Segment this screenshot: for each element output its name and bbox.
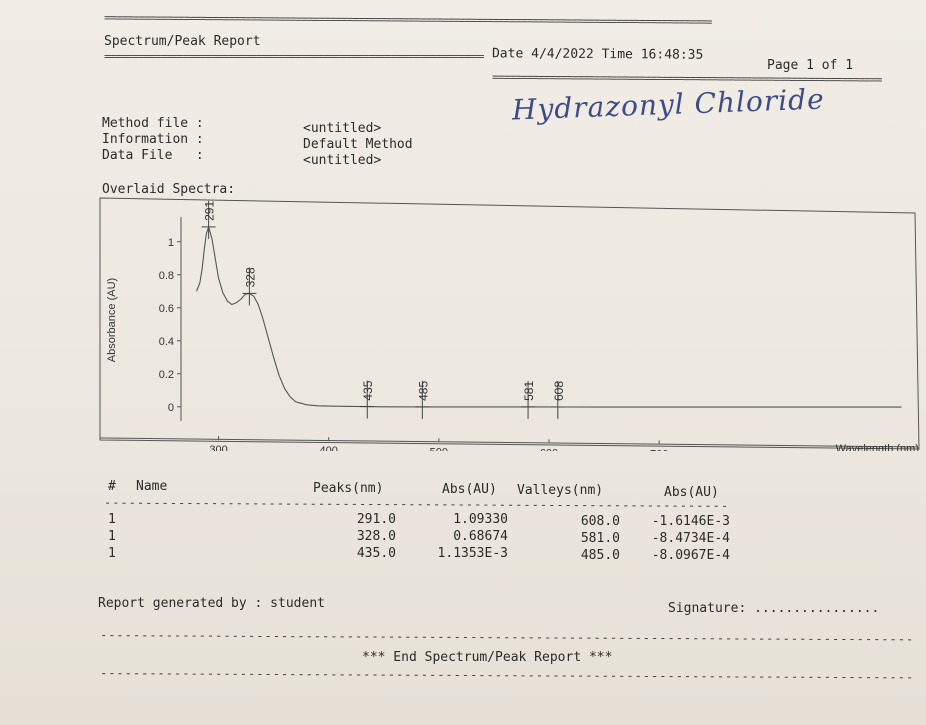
table-header-valleys: Valleys(nm) <box>517 483 604 498</box>
x-tick-label: 600 <box>540 447 558 451</box>
page-indicator: Page 1 of 1 <box>767 58 854 73</box>
row-peak: 291.0 <box>356 512 396 527</box>
date-label: Date <box>491 46 524 62</box>
x-tick-label: 300 <box>209 444 227 451</box>
date-value: 4/4/2022 <box>531 46 594 62</box>
time-value: 16:48:35 <box>640 47 704 63</box>
table-header-valley-abs: Abs(AU) <box>664 485 719 500</box>
table-header-name: Name <box>136 479 168 494</box>
row-valley-abs: -8.0967E-4 <box>651 548 730 563</box>
peak-marker-label: 328 <box>243 267 257 287</box>
signature-line: Signature: ................ <box>668 601 880 616</box>
y-tick-label: 0.4 <box>159 336 174 348</box>
meta-label-information: Information : <box>102 132 204 147</box>
row-peak: 328.0 <box>356 529 396 544</box>
peak-marker-label: 485 <box>416 381 430 401</box>
table-header-num: # <box>108 479 116 494</box>
peak-marker-label: 608 <box>552 381 566 401</box>
x-axis-label: Wavelength (nm) <box>836 443 919 451</box>
row-valley: 608.0 <box>580 514 620 529</box>
row-peak: 435.0 <box>356 546 396 561</box>
table-header-peak-abs: Abs(AU) <box>442 482 497 497</box>
row-valley-abs: -8.4734E-4 <box>651 531 730 546</box>
table-header-peaks: Peaks(nm) <box>313 481 384 496</box>
table-header-rule: ----------------------------------------… <box>103 495 727 513</box>
report-datetime: Date 4/4/2022 Time 16:48:35 <box>492 46 703 62</box>
meta-label-method: Method file : <box>102 116 204 131</box>
row-peak-abs: 0.68674 <box>453 529 508 544</box>
spectrum-chart: 0 0.2 0.4 0.6 0.8 1 Absorbance (AU) 300 400 500 60… <box>99 197 921 451</box>
report-title: Spectrum/Peak Report <box>104 34 261 49</box>
meta-value-method: <untitled> <box>303 121 382 136</box>
report-generated-by: Report generated by : student <box>98 596 325 611</box>
row-peak-abs: 1.09330 <box>453 512 508 527</box>
row-num: 1 <box>108 512 116 527</box>
spectrum-chart-svg: 0 0.2 0.4 0.6 0.8 1 Absorbance (AU) 300 400 500 60… <box>99 197 920 451</box>
x-axis-line <box>99 437 919 448</box>
x-tick-label: 400 <box>320 445 338 451</box>
header-separator-top: ========================================… <box>103 11 712 29</box>
y-axis-label: Absorbance (AU) <box>106 278 118 362</box>
meta-value-datafile: <untitled> <box>303 153 382 168</box>
y-tick-label: 0.8 <box>159 270 174 282</box>
header-separator-mid: ========================================… <box>104 50 484 63</box>
end-report-text: *** End Spectrum/Peak Report *** <box>362 650 613 665</box>
meta-value-information: Default Method <box>303 137 413 152</box>
row-valley: 581.0 <box>580 531 620 546</box>
peak-marker-label: 581 <box>522 381 536 401</box>
x-tick-label: 700 <box>650 448 668 451</box>
y-tick-label: 0.6 <box>159 303 174 315</box>
meta-label-datafile: Data File : <box>102 148 204 163</box>
y-tick-label: 0.2 <box>159 369 174 381</box>
spectrum-line <box>195 225 902 408</box>
row-num: 1 <box>108 529 116 544</box>
y-tick-label: 0 <box>168 402 174 414</box>
row-valley: 485.0 <box>580 548 620 563</box>
peak-marker-label: 435 <box>361 380 375 400</box>
x-tick-label: 500 <box>430 446 448 451</box>
overlay-title: Overlaid Spectra: <box>102 182 236 197</box>
y-tick-label: 1 <box>168 237 174 249</box>
handwritten-note: Hydrazonyl Chloride <box>511 82 826 127</box>
row-num: 1 <box>108 546 116 561</box>
footer-rule-top: ----------------------------------------… <box>99 627 913 647</box>
time-label: Time <box>601 47 633 63</box>
row-peak-abs: 1.1353E-3 <box>437 546 508 561</box>
row-valley-abs: -1.6146E-3 <box>651 514 730 529</box>
peak-marker-label: 291 <box>203 201 217 221</box>
chart-frame <box>99 197 920 450</box>
footer-rule-bottom: ----------------------------------------… <box>99 665 913 685</box>
